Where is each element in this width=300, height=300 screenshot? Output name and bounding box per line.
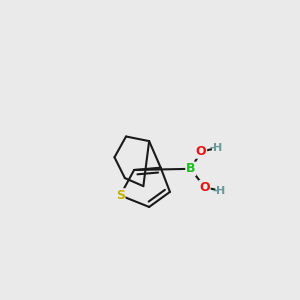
- Text: O: O: [196, 145, 206, 158]
- Text: H: H: [216, 186, 225, 196]
- Text: S: S: [116, 189, 125, 202]
- Text: H: H: [213, 143, 222, 153]
- Text: -: -: [209, 143, 214, 153]
- Text: -: -: [213, 186, 217, 196]
- Text: O: O: [199, 181, 210, 194]
- Text: B: B: [186, 162, 196, 175]
